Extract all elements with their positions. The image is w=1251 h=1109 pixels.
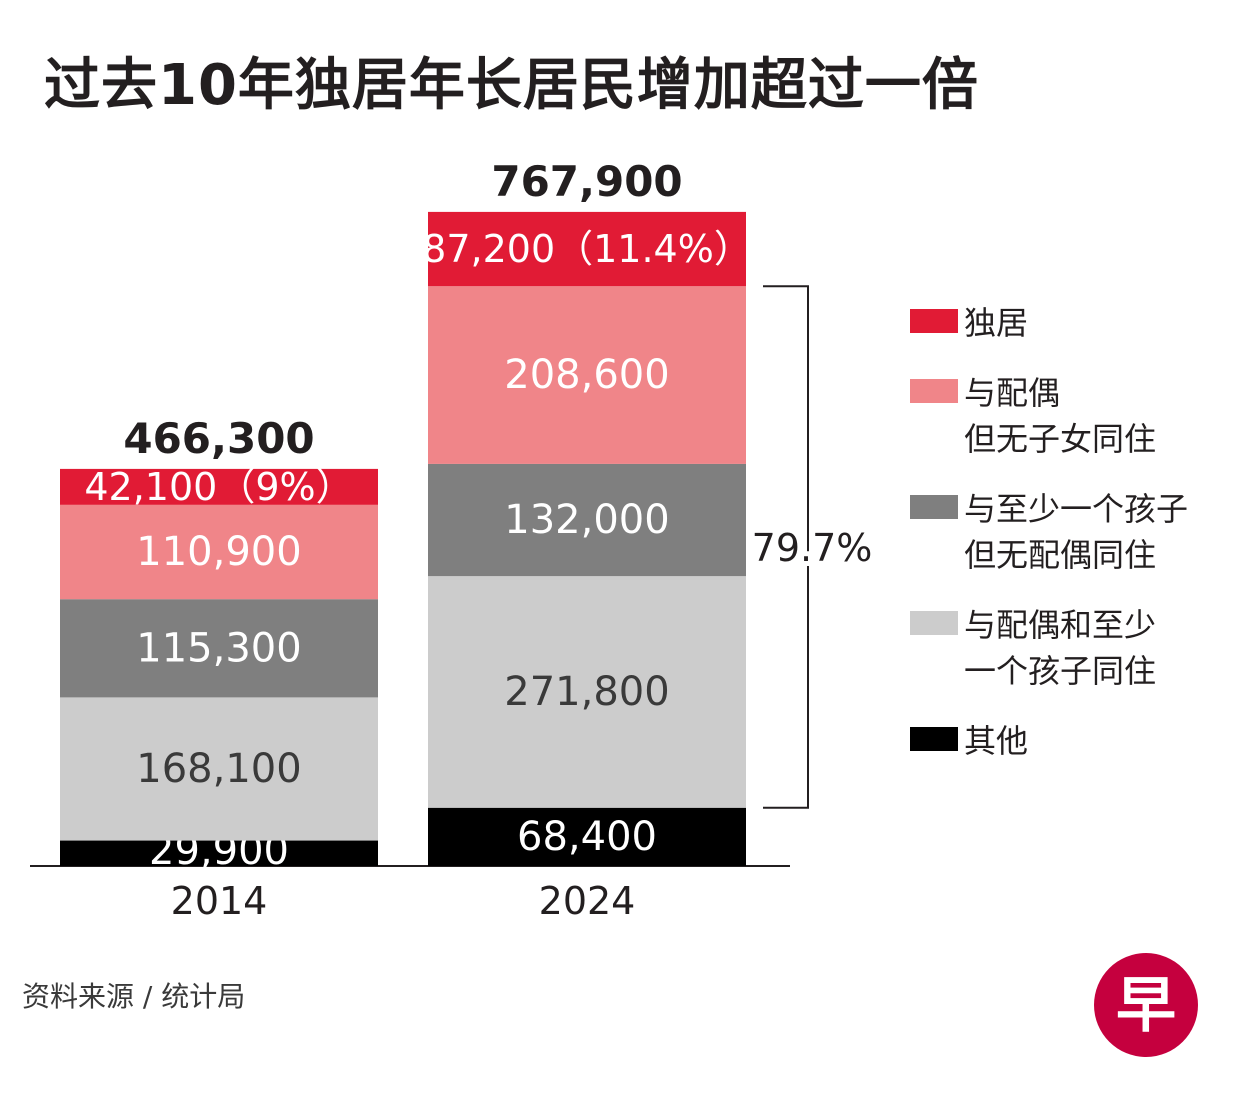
data-label: 110,900 xyxy=(136,529,301,575)
data-label: 115,300 xyxy=(136,625,301,671)
x-tick-label: 2014 xyxy=(171,879,268,923)
bar-segment xyxy=(60,468,378,505)
legend-item: 与配偶 但无子女同住 xyxy=(910,370,1240,462)
legend-label: 与配偶 但无子女同住 xyxy=(964,374,1157,458)
data-label: 168,100 xyxy=(136,746,301,792)
bracket xyxy=(763,285,809,809)
legend-label: 与至少一个孩子 但无配偶同住 xyxy=(964,490,1189,574)
legend-swatch xyxy=(910,309,958,333)
bar-segment xyxy=(60,599,378,698)
legend-swatch xyxy=(910,611,958,635)
source-note: 资料来源 / 统计局 xyxy=(22,980,246,1013)
total-label: 767,900 xyxy=(491,157,682,206)
legend-item: 独居 xyxy=(910,300,1240,346)
zaobao-logo: 早 xyxy=(1094,953,1198,1057)
bar-segment xyxy=(60,504,378,600)
bar-segment xyxy=(428,807,746,866)
x-tick-label: 2024 xyxy=(539,879,636,923)
data-label: 87,200（11.4%） xyxy=(422,227,752,271)
bracket-label: 79.7% xyxy=(752,526,873,570)
legend-label: 其他 xyxy=(964,722,1029,760)
bar-segment xyxy=(60,840,378,866)
bar-segment xyxy=(428,211,746,287)
bar-segment xyxy=(428,576,746,808)
legend-label: 独居 xyxy=(964,304,1029,342)
data-label: 271,800 xyxy=(504,669,669,715)
data-label: 132,000 xyxy=(504,497,669,543)
data-label: 42,100（9%） xyxy=(84,465,353,509)
bar-segment xyxy=(428,286,746,464)
data-label: 68,400 xyxy=(517,814,657,860)
legend-label: 与配偶和至少 一个孩子同住 xyxy=(964,606,1157,690)
legend: 独居与配偶 但无子女同住 与至少一个孩子 但无配偶同住 与配偶和至少 一个孩子同住其… xyxy=(910,300,1240,788)
legend-item: 其他 xyxy=(910,718,1240,764)
logo-glyph: 早 xyxy=(1116,971,1176,1041)
logo-circle xyxy=(1094,953,1198,1057)
legend-item: 与至少一个孩子 但无配偶同住 xyxy=(910,486,1240,578)
bar-segment xyxy=(428,463,746,577)
chart-title: 过去10年独居年长居民增加超过一倍 xyxy=(44,53,979,118)
legend-swatch xyxy=(910,495,958,519)
bar-segment xyxy=(60,697,378,841)
legend-item: 与配偶和至少 一个孩子同住 xyxy=(910,602,1240,694)
legend-swatch xyxy=(910,727,958,751)
data-label: 208,600 xyxy=(504,352,669,398)
total-label: 466,300 xyxy=(123,414,314,463)
legend-swatch xyxy=(910,379,958,403)
